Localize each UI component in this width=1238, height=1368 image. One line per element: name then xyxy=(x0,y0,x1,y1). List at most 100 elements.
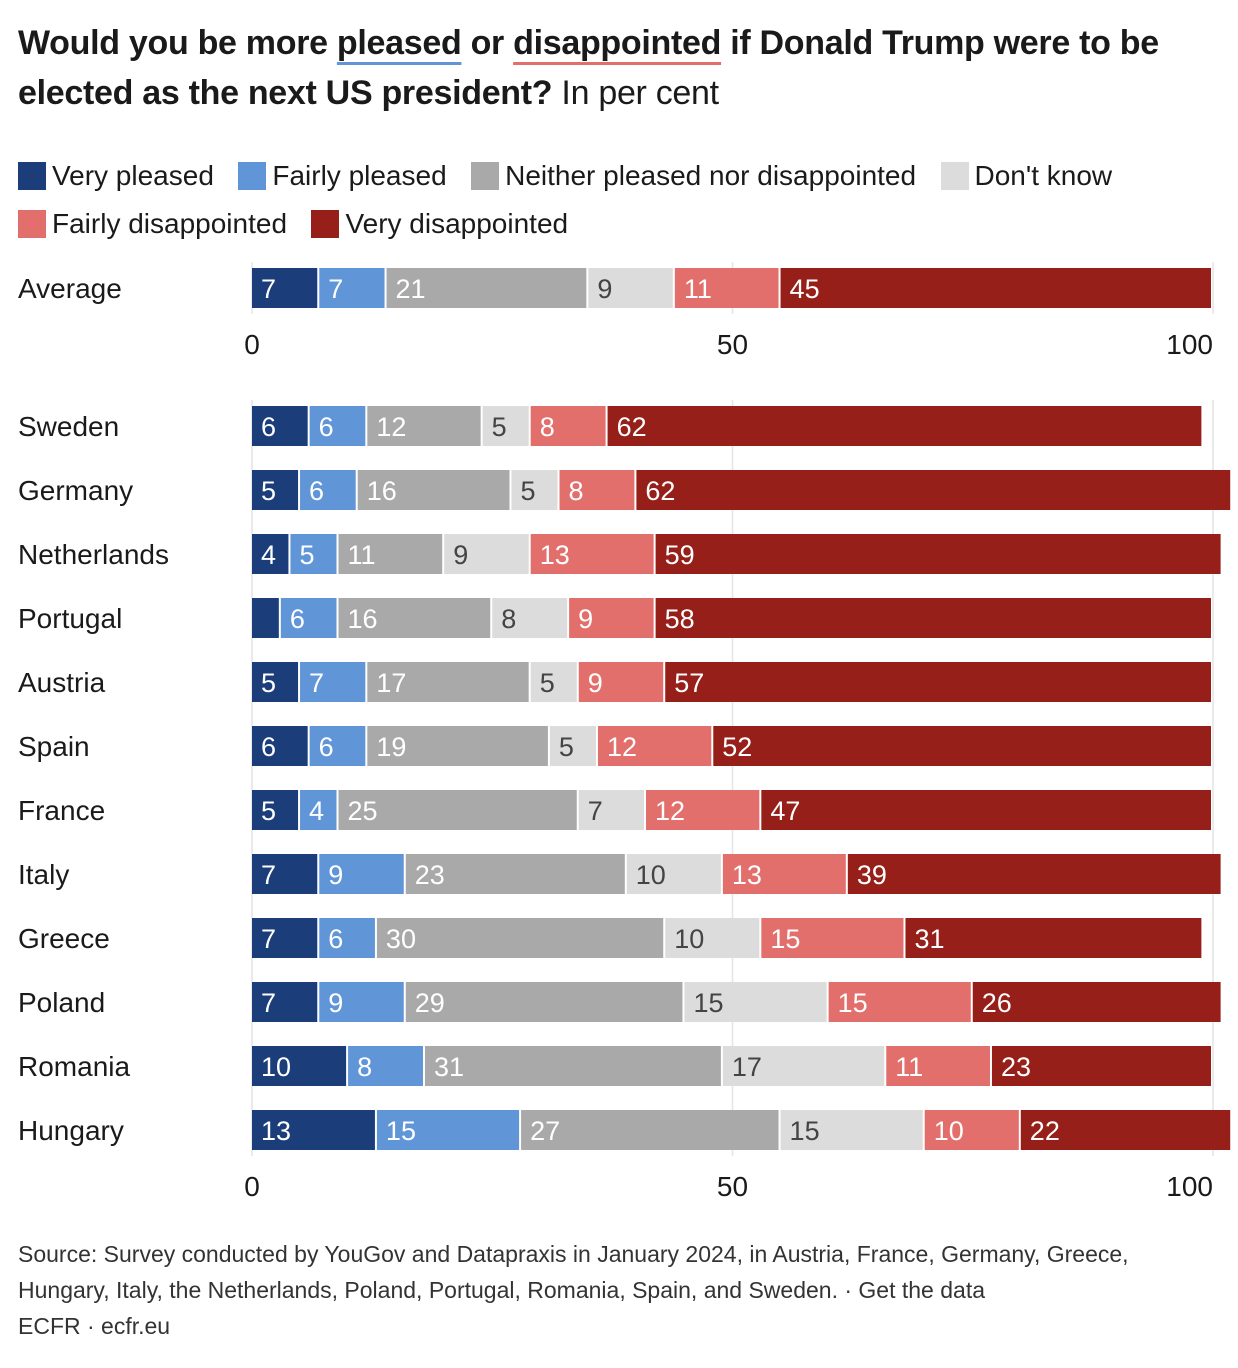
data-label: 5 xyxy=(559,732,574,762)
bar-segment-very-pleased xyxy=(252,534,289,574)
data-label: 12 xyxy=(607,732,637,762)
title-part2: or xyxy=(461,24,514,62)
data-label: 7 xyxy=(261,860,276,890)
bar-segment-very-disappointed xyxy=(665,662,1211,702)
bar-segment-fairly-pleased xyxy=(319,918,375,958)
x-tick-label: 100 xyxy=(1166,329,1213,360)
title-pleased-highlight: pleased xyxy=(336,24,462,62)
bar-segment-fairly-disappointed xyxy=(761,918,904,958)
bar-segment-very-disappointed xyxy=(713,726,1211,766)
data-label: 9 xyxy=(588,668,603,698)
legend-swatch xyxy=(471,162,500,190)
x-tick-label: 50 xyxy=(717,1171,748,1202)
data-label: 8 xyxy=(540,412,555,442)
data-label: 12 xyxy=(376,412,406,442)
data-label: 9 xyxy=(578,604,593,634)
legend-item-neither: Neither pleased nor disappointed xyxy=(471,152,916,200)
bar-segment-neither xyxy=(367,726,548,766)
bar-segment-neither xyxy=(338,534,443,574)
data-label: 5 xyxy=(261,796,276,826)
category-label: Romania xyxy=(18,1051,130,1082)
data-label: 23 xyxy=(1001,1052,1031,1082)
bar-segment-dont-know xyxy=(482,406,529,446)
data-label: 4 xyxy=(309,796,324,826)
category-label: Austria xyxy=(18,667,106,698)
data-label: 17 xyxy=(376,668,406,698)
bar-segment-fairly-pleased xyxy=(300,662,366,702)
bar-segment-neither xyxy=(367,406,481,446)
data-label: 47 xyxy=(770,796,800,826)
data-label: 5 xyxy=(492,412,507,442)
legend-label: Very pleased xyxy=(52,160,214,191)
bar-segment-neither xyxy=(338,790,577,830)
bar-segment-dont-know xyxy=(578,790,645,830)
bar-segment-fairly-pleased xyxy=(300,470,356,510)
data-label: 9 xyxy=(328,860,343,890)
bar-segment-very-disappointed xyxy=(905,918,1202,958)
bar-segment-fairly-disappointed xyxy=(828,982,971,1022)
data-label: 8 xyxy=(357,1052,372,1082)
bar-segment-dont-know xyxy=(722,1046,885,1086)
data-label: 13 xyxy=(540,540,570,570)
data-label: 15 xyxy=(790,1116,820,1146)
data-label: 10 xyxy=(674,924,704,954)
chart-subtitle: In per cent xyxy=(552,74,719,112)
data-label: 10 xyxy=(261,1052,291,1082)
data-label: 7 xyxy=(309,668,324,698)
x-tick-label: 50 xyxy=(717,329,748,360)
bar-segment-very-pleased xyxy=(252,406,308,446)
data-label: 27 xyxy=(530,1116,560,1146)
bar-segment-fairly-pleased xyxy=(376,1110,520,1150)
bar-segment-dont-know xyxy=(549,726,596,766)
bar-segment-fairly-disappointed xyxy=(722,854,846,894)
data-label: 7 xyxy=(328,274,343,304)
bar-segment-very-pleased xyxy=(252,268,318,308)
data-label: 21 xyxy=(396,274,426,304)
legend-label: Very disappointed xyxy=(345,208,569,239)
data-label: 23 xyxy=(415,860,445,890)
bar-segment-dont-know xyxy=(684,982,827,1022)
bar-segment-very-disappointed xyxy=(972,982,1221,1022)
legend-swatch xyxy=(18,210,46,238)
bar-segment-fairly-pleased xyxy=(280,598,337,638)
credit-line: ECFR · ecfr.eu xyxy=(18,1313,171,1339)
data-label: 5 xyxy=(261,476,276,506)
data-label: 29 xyxy=(415,988,445,1018)
bar-segment-very-disappointed xyxy=(655,598,1211,638)
category-label: Italy xyxy=(18,859,69,890)
bar-segment-neither xyxy=(338,598,491,638)
data-label: 4 xyxy=(261,540,276,570)
data-label: 16 xyxy=(347,604,377,634)
x-tick-label: 100 xyxy=(1166,1171,1213,1202)
bar-segment-fairly-disappointed xyxy=(578,662,664,702)
bar-segment-fairly-disappointed xyxy=(569,598,654,638)
legend-item-very-disappointed: Very disappointed xyxy=(311,200,568,248)
bar-segment-neither xyxy=(376,918,664,958)
bar-segment-fairly-disappointed xyxy=(886,1046,990,1086)
bar-segment-very-disappointed xyxy=(991,1046,1211,1086)
data-label: 11 xyxy=(895,1052,923,1082)
category-label: Poland xyxy=(18,987,105,1018)
category-label: Netherlands xyxy=(18,539,169,570)
data-label: 59 xyxy=(665,540,695,570)
bar-segment-neither xyxy=(424,1046,721,1086)
bar-segment-very-disappointed xyxy=(1020,1110,1231,1150)
data-label: 31 xyxy=(434,1052,464,1082)
bar-segment-fairly-pleased xyxy=(319,268,385,308)
data-label: 9 xyxy=(328,988,343,1018)
legend-item-very-pleased: Very pleased xyxy=(18,152,214,200)
source-note: Source: Survey conducted by YouGov and D… xyxy=(18,1241,1129,1303)
data-label: 11 xyxy=(684,274,712,304)
bar-segment-very-pleased xyxy=(252,854,318,894)
data-label: 9 xyxy=(453,540,468,570)
bar-segment-neither xyxy=(521,1110,779,1150)
bar-segment-fairly-disappointed xyxy=(646,790,760,830)
legend-swatch xyxy=(311,210,340,238)
bar-segment-very-pleased xyxy=(252,790,299,830)
bar-segment-very-disappointed xyxy=(607,406,1202,446)
title-part1: Would you be more xyxy=(18,24,337,62)
category-label: Spain xyxy=(18,731,90,762)
bar-segment-fairly-disappointed xyxy=(597,726,712,766)
category-label: Germany xyxy=(18,475,133,506)
